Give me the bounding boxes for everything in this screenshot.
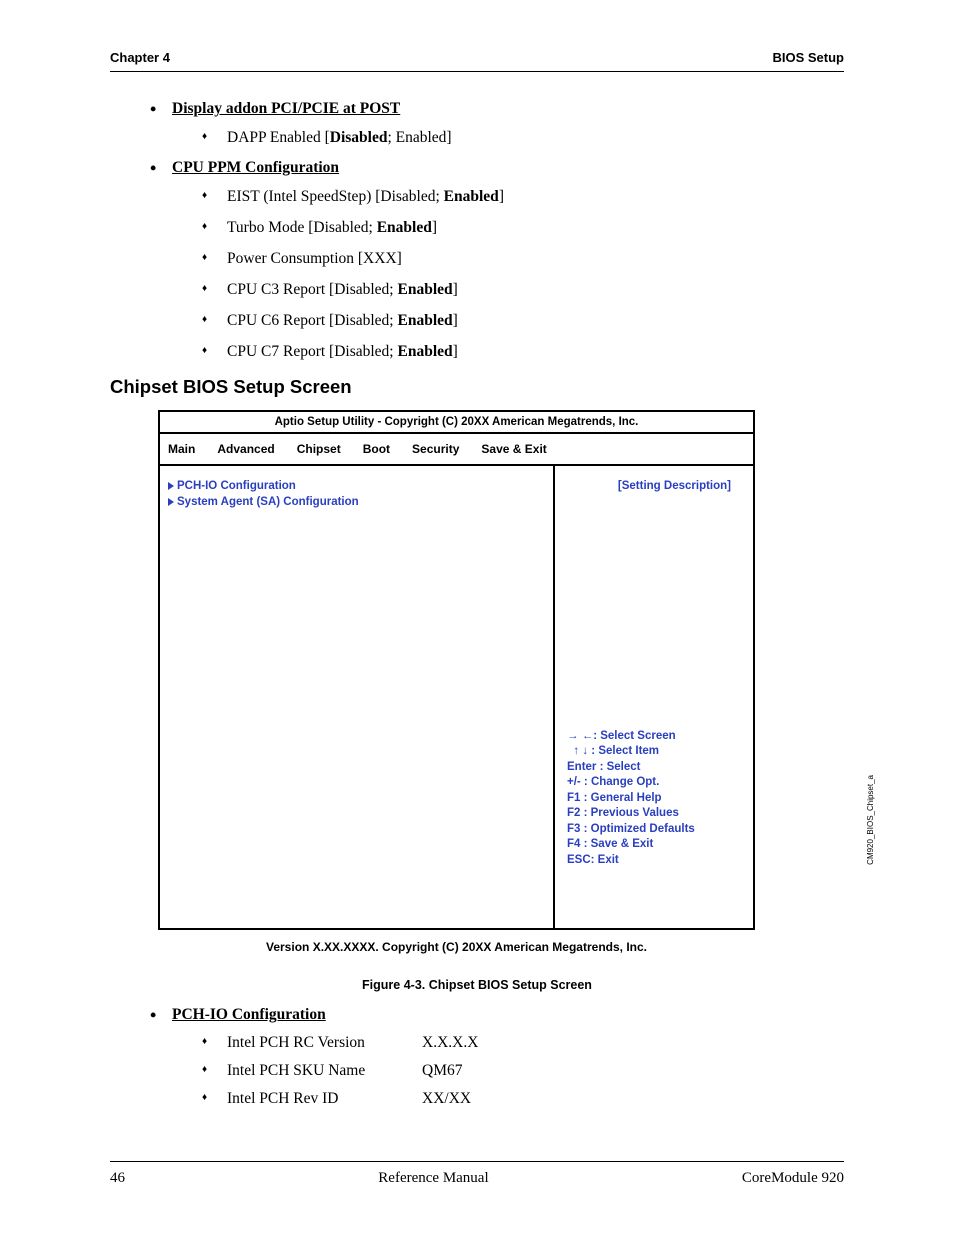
- help-line: +/- : Change Opt.: [567, 775, 695, 791]
- side-caption: CM920_BIOS_Chipset_a: [866, 775, 875, 865]
- info-label: Intel PCH Rev ID: [227, 1090, 422, 1108]
- help-line: F1 : General Help: [567, 791, 695, 807]
- info-list: Intel PCH RC VersionX.X.X.XIntel PCH SKU…: [172, 1034, 844, 1108]
- section-pch-io: PCH-IO Configuration Intel PCH RC Versio…: [150, 1006, 844, 1108]
- help-block: : Select Screen : Select Item Enter : Se…: [567, 729, 695, 869]
- bios-version: Version X.XX.XXXX. Copyright (C) 20XX Am…: [158, 940, 755, 954]
- content-list-2: PCH-IO Configuration Intel PCH RC Versio…: [110, 1006, 844, 1108]
- bios-submenu-item[interactable]: PCH-IO Configuration: [168, 480, 545, 492]
- triangle-icon: [168, 498, 174, 506]
- bios-body: PCH-IO Configuration System Agent (SA) Co…: [160, 466, 753, 928]
- help-line: F4 : Save & Exit: [567, 837, 695, 853]
- help-select-screen: : Select Screen: [567, 729, 695, 745]
- list-item: EIST (Intel SpeedStep) [Disabled; Enable…: [202, 187, 844, 208]
- chipset-heading: Chipset BIOS Setup Screen: [110, 376, 844, 398]
- info-item: Intel PCH Rev IDXX/XX: [202, 1090, 844, 1108]
- section-title: CPU PPM Configuration: [172, 159, 339, 176]
- section-cpu-ppm: CPU PPM Configuration EIST (Intel SpeedS…: [150, 159, 844, 363]
- list-item: CPU C6 Report [Disabled; Enabled]: [202, 311, 844, 332]
- info-value: QM67: [422, 1062, 462, 1080]
- info-label: Intel PCH RC Version: [227, 1034, 422, 1052]
- list-item: CPU C7 Report [Disabled; Enabled]: [202, 342, 844, 363]
- info-item: Intel PCH SKU NameQM67: [202, 1062, 844, 1080]
- bios-tab[interactable]: Save & Exit: [481, 442, 546, 456]
- help-line: F3 : Optimized Defaults: [567, 822, 695, 838]
- sub-list: DAPP Enabled [Disabled; Enabled]: [172, 128, 844, 149]
- header-chapter: Chapter 4: [110, 50, 170, 65]
- page-footer: 46 Reference Manual CoreModule 920: [110, 1161, 844, 1187]
- bios-submenu-item[interactable]: System Agent (SA) Configuration: [168, 496, 545, 508]
- footer-right: CoreModule 920: [742, 1170, 844, 1187]
- info-value: X.X.X.X: [422, 1034, 478, 1052]
- info-item: Intel PCH RC VersionX.X.X.X: [202, 1034, 844, 1052]
- sub-list: EIST (Intel SpeedStep) [Disabled; Enable…: [172, 187, 844, 363]
- arrows-lr-icon: [567, 730, 593, 742]
- bios-screen: Aptio Setup Utility - Copyright (C) 20XX…: [158, 410, 755, 930]
- section-title: Display addon PCI/PCIE at POST: [172, 100, 400, 117]
- footer-page: 46: [110, 1170, 125, 1187]
- info-label: Intel PCH SKU Name: [227, 1062, 422, 1080]
- list-item: Turbo Mode [Disabled; Enabled]: [202, 218, 844, 239]
- bios-tab[interactable]: Advanced: [217, 442, 274, 456]
- bios-tab[interactable]: Main: [168, 442, 195, 456]
- arrows-ud-icon: [573, 745, 588, 757]
- help-line: F2 : Previous Values: [567, 806, 695, 822]
- bios-container: Aptio Setup Utility - Copyright (C) 20XX…: [158, 410, 844, 954]
- info-value: XX/XX: [422, 1090, 471, 1108]
- help-line: Enter : Select: [567, 760, 695, 776]
- header-section: BIOS Setup: [772, 50, 844, 65]
- section-title: PCH-IO Configuration: [172, 1006, 326, 1023]
- triangle-icon: [168, 482, 174, 490]
- list-item: Power Consumption [XXX]: [202, 249, 844, 270]
- bios-tabs: Main Advanced Chipset Boot Security Save & Ex…: [160, 434, 753, 466]
- page-header: Chapter 4 BIOS Setup: [110, 50, 844, 72]
- help-line: ESC: Exit: [567, 853, 695, 869]
- section-display-addon: Display addon PCI/PCIE at POST DAPP Enab…: [150, 100, 844, 149]
- figure-caption: Figure 4-3. Chipset BIOS Setup Screen: [110, 978, 844, 992]
- bios-right-pane: [Setting Description] : Select Screen : …: [555, 466, 753, 928]
- list-item: DAPP Enabled [Disabled; Enabled]: [202, 128, 844, 149]
- bios-tab[interactable]: Boot: [363, 442, 390, 456]
- content-list: Display addon PCI/PCIE at POST DAPP Enab…: [110, 100, 844, 362]
- help-select-item: : Select Item: [567, 744, 695, 760]
- setting-description: [Setting Description]: [618, 480, 731, 492]
- bios-tab[interactable]: Chipset: [297, 442, 341, 456]
- footer-center: Reference Manual: [378, 1170, 488, 1187]
- bios-titlebar: Aptio Setup Utility - Copyright (C) 20XX…: [160, 412, 753, 434]
- list-item: CPU C3 Report [Disabled; Enabled]: [202, 280, 844, 301]
- bios-left-pane: PCH-IO Configuration System Agent (SA) Co…: [160, 466, 555, 928]
- bios-tab[interactable]: Security: [412, 442, 459, 456]
